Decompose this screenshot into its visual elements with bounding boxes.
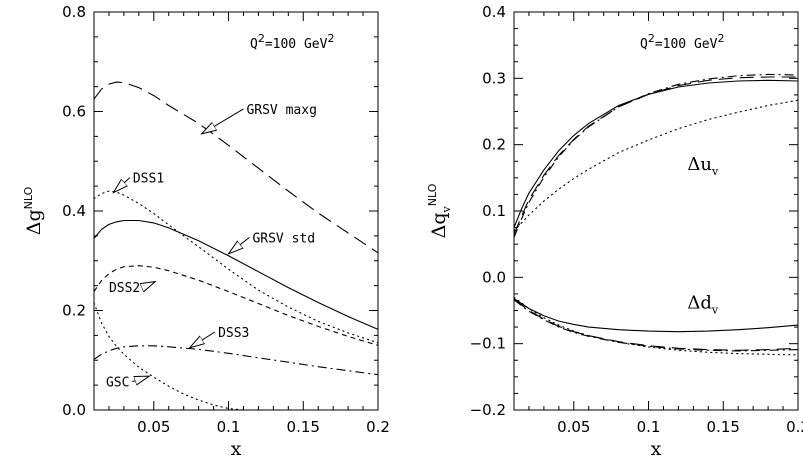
right-curve-label-dv: Δdv	[687, 293, 719, 317]
left-series-gsc-line	[93, 302, 245, 411]
left-series-dss3-line	[93, 345, 379, 376]
left-curve-label-dss3: DSS3	[218, 326, 249, 341]
right-y-tick-label: 0.2	[482, 136, 506, 154]
left-x-tick-label: 0.1	[217, 418, 241, 436]
left-series-dss1-line	[93, 190, 379, 344]
left-curve-label-grsv-std: GRSV std	[252, 231, 315, 246]
right-y-tick-label: 0.4	[482, 3, 506, 21]
right-series-dotted-3-line	[513, 99, 799, 232]
left-x-tick-label: 0.05	[137, 418, 170, 436]
right-y-axis-main: Δq	[428, 212, 450, 238]
left-y-axis-main: Δg	[23, 209, 45, 235]
left-x-axis-title: x	[231, 438, 242, 460]
right-y-tick-label: 0.1	[482, 202, 506, 220]
left-y-tick-label: 0.6	[62, 103, 86, 121]
left-curve-label-grsv-maxg: GRSV maxg	[246, 103, 316, 118]
left-plot-layer: GRSV maxg DSS1 GRSV std DSS2 DSS3 GSC	[93, 81, 379, 411]
right-x-axis-title: x	[651, 438, 662, 460]
left-q2-annotation: Q2=100 GeV2	[250, 32, 334, 52]
right-y-tick-label: −0.1	[470, 335, 506, 353]
right-x-tick-label: 0.1	[637, 418, 661, 436]
right-plot-layer: Δuv Δdv	[513, 73, 799, 356]
right-series-solid-0-line	[513, 79, 799, 228]
left-x-tick-label: 0.15	[287, 418, 320, 436]
left-y-tick-label: 0.0	[62, 401, 86, 419]
left-arrow-grsv-std	[229, 236, 250, 253]
right-y-tick-label: 0.3	[482, 69, 506, 87]
right-axes-layer: 0.05 0.1 0.15 0.2 −0.2 −0.1 0.0 0.1 0.2 0.3 0.4	[470, 3, 803, 436]
left-arrow-dss1	[113, 177, 131, 193]
left-panel: GRSV maxg DSS1 GRSV std DSS2 DSS3 GSC 0.05 0.1…	[22, 3, 390, 460]
right-series-long-dash-5-line	[513, 298, 799, 351]
left-curve-label-gsc: GSC	[106, 376, 129, 391]
left-y-tick-label: 0.4	[62, 202, 86, 220]
left-arrow-gsc	[132, 376, 149, 381]
right-y-axis-sub: v	[440, 205, 453, 213]
left-curve-label-dss1: DSS1	[133, 172, 164, 187]
left-curve-label-dss2: DSS2	[109, 281, 140, 296]
right-series-long-dash-1-line	[513, 76, 798, 235]
left-arrow-dss2	[143, 282, 155, 287]
left-x-tick-label: 0.2	[366, 418, 390, 436]
right-q2-annotation: Q2=100 GeV2	[640, 32, 724, 52]
right-series-dotted-7-line	[513, 296, 799, 356]
right-y-axis-title: ΔqvNLO	[426, 183, 453, 238]
left-y-axis-sup: NLO	[22, 186, 35, 209]
left-series-grsv-std-line	[93, 219, 379, 330]
right-x-tick-label: 0.05	[557, 418, 590, 436]
right-y-tick-label: 0.0	[482, 268, 506, 286]
right-y-axis-sup: NLO	[426, 183, 439, 206]
left-series-dss2-line	[93, 265, 379, 346]
left-plot-frame	[93, 11, 379, 411]
right-x-tick-label: 0.2	[786, 418, 803, 436]
right-x-tick-label: 0.15	[707, 418, 740, 436]
right-curve-label-uv: Δuv	[687, 154, 719, 178]
left-y-tick-label: 0.2	[62, 302, 86, 320]
left-axes-layer: 0.05 0.1 0.15 0.2 0.0 0.2 0.4 0.6 0.8	[62, 3, 390, 436]
left-arrow-grsv-maxg	[202, 108, 244, 134]
right-y-tick-label: −0.2	[470, 401, 506, 419]
left-series-grsv-maxg-line	[93, 81, 379, 254]
left-arrow-dss3	[190, 331, 216, 348]
right-series-solid-4-line	[513, 298, 799, 333]
left-y-tick-label: 0.8	[62, 3, 86, 21]
right-series-dash-dot-2-line	[513, 73, 799, 238]
left-y-axis-title: ΔgNLO	[22, 186, 45, 235]
